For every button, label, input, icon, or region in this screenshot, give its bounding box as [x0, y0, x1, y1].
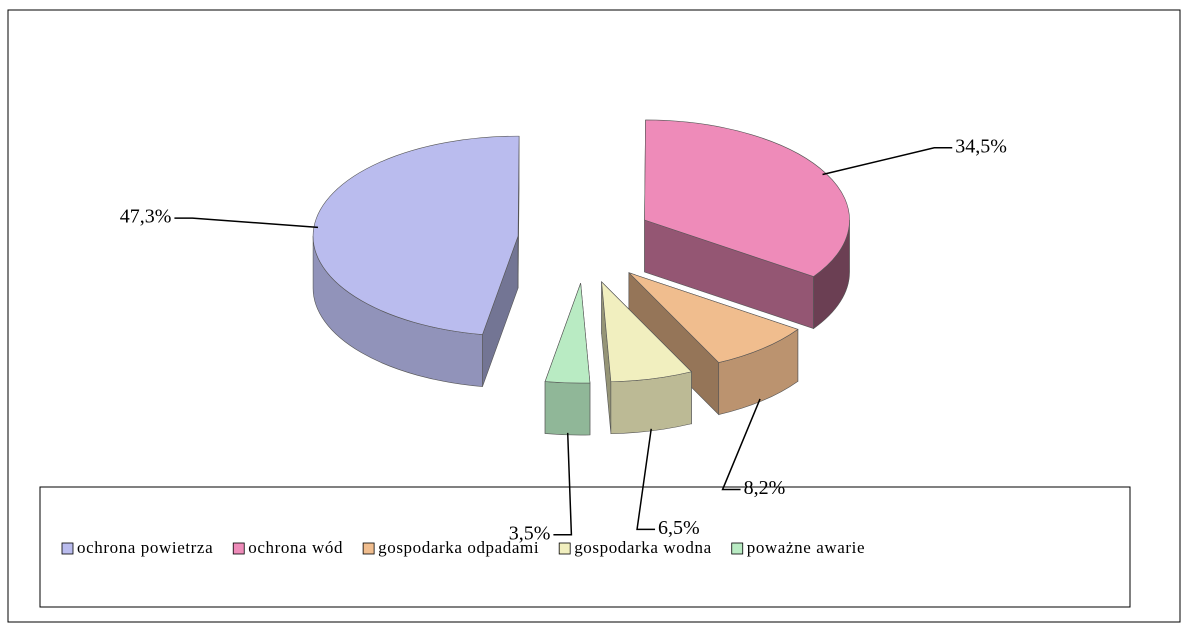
legend-swatch: [362, 542, 375, 555]
legend-swatch: [61, 542, 74, 555]
data-label: 47,3%: [120, 206, 172, 228]
slice: [628, 272, 799, 363]
legend-swatch: [558, 542, 571, 555]
legend-swatch: [731, 542, 744, 555]
legend-label: gospodarka odpadami: [378, 538, 539, 557]
legend-box: [39, 486, 1131, 608]
slice: [544, 283, 591, 384]
slice: [601, 281, 693, 383]
legend-label: ochrona wód: [248, 538, 343, 557]
legend-label: poważne awarie: [747, 538, 865, 557]
data-label: 3,5%: [509, 522, 551, 544]
leader-line: [822, 146, 953, 176]
leader-line: [636, 428, 656, 531]
legend-swatch: [232, 542, 245, 555]
leader-line: [174, 217, 319, 229]
legend: ochrona powietrza ochrona wód gospodarka o…: [61, 538, 865, 557]
legend-label: gospodarka wodna: [574, 538, 712, 557]
leader-line: [553, 432, 573, 536]
pie: 47,3% 34,5% 8,2% 6,5% 3,5%: [120, 119, 1007, 544]
data-label: 34,5%: [955, 135, 1007, 157]
legend-label: ochrona powietrza: [77, 538, 213, 557]
data-label: 6,5%: [658, 517, 700, 539]
data-label: 8,2%: [744, 477, 786, 499]
slice-side: [544, 381, 591, 436]
leader-line: [721, 398, 761, 491]
